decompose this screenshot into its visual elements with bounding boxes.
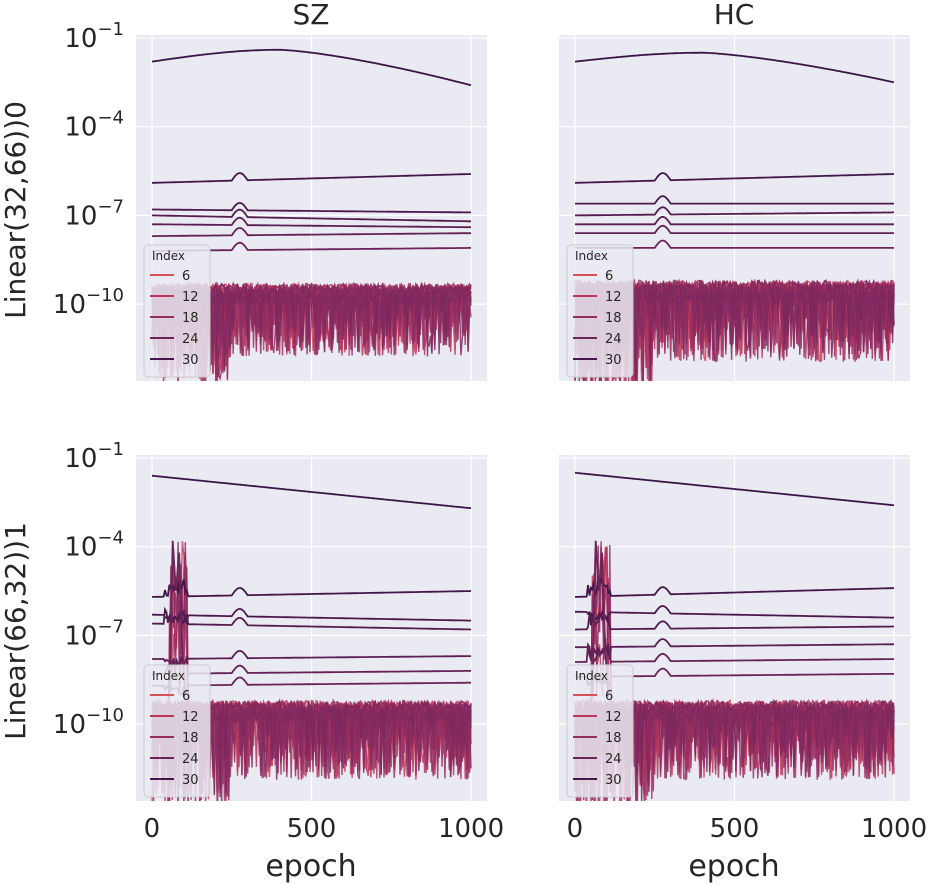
series-line-stable: [574, 172, 894, 184]
series-line-stable: [151, 474, 472, 510]
x-tick-label: 1000: [861, 814, 927, 844]
series-line-stable: [152, 579, 472, 598]
legend: Index 6 12 18 24 30: [566, 664, 634, 798]
panel-1-1: Index 6 12 18 24 30: [559, 455, 910, 801]
legend-label: 24: [605, 332, 622, 347]
y-tick-label: 10−7: [64, 196, 124, 231]
series-line-stable: [151, 48, 472, 87]
y-tick-label: 10−1: [64, 19, 124, 54]
legend-label: 12: [182, 710, 199, 725]
legend-label: 6: [605, 269, 613, 284]
series-line-stable: [574, 51, 895, 84]
series-line-stable: [575, 224, 894, 234]
y-tick-label: 10−4: [64, 528, 124, 563]
row-label-linear-32-66: Linear(32,66))0: [0, 101, 32, 319]
series-line-stable: [151, 172, 471, 184]
legend-label: 18: [182, 731, 199, 746]
series-line-stable: [152, 208, 471, 223]
series-line-stable: [574, 605, 894, 624]
legend-title: Index: [575, 669, 608, 683]
x-tick-label: 500: [287, 814, 337, 844]
series-line-stable: [575, 576, 894, 598]
legend-label: 12: [605, 290, 622, 305]
panel-0-1: Index 6 12 18 24 30: [559, 35, 910, 381]
series-line-stable: [575, 612, 894, 631]
y-tick-label: 10−4: [64, 108, 124, 143]
row-label-linear-66-32: Linear(66,32))1: [0, 522, 32, 740]
legend-label: 30: [605, 353, 622, 368]
legend-label: 24: [605, 752, 622, 767]
series-line-stable: [575, 216, 894, 226]
series-line-stable: [575, 642, 894, 664]
y-tick-label: 10−7: [64, 616, 124, 651]
legend-label: 24: [182, 332, 199, 347]
panel-1-0: Index 6 12 18 24 30: [136, 455, 487, 801]
legend: Index 6 12 18 24 30: [143, 244, 211, 378]
legend-title: Index: [152, 249, 185, 263]
early-spike-line: [591, 540, 610, 698]
legend-box: [143, 244, 211, 378]
legend-box: [566, 664, 634, 798]
legend-box: [566, 244, 634, 378]
legend-label: 12: [182, 290, 199, 305]
y-tick-label: 10−1: [64, 439, 124, 474]
series-line-stable: [574, 471, 895, 507]
legend-title: Index: [152, 669, 185, 683]
legend-label: 6: [605, 689, 613, 704]
x-axis-label-hc: epoch: [688, 849, 779, 884]
legend-label: 6: [182, 269, 190, 284]
col-title-sz: SZ: [293, 0, 330, 31]
legend-label: 18: [605, 311, 622, 326]
legend: Index 6 12 18 24 30: [566, 244, 634, 378]
series-line-stable: [152, 608, 471, 627]
legend-label: 12: [605, 710, 622, 725]
legend-title: Index: [575, 249, 608, 263]
y-tick-label: 10−10: [53, 285, 124, 320]
panels-layer: Index61218243010−110−410−710−10Index6121…: [53, 19, 927, 844]
x-axis-label-sz: epoch: [265, 849, 356, 884]
x-tick-label: 0: [567, 814, 584, 844]
legend-label: 6: [182, 689, 190, 704]
series-line-stable: [152, 202, 471, 214]
series-line-stable: [152, 227, 472, 237]
early-spike-line: [168, 540, 187, 698]
legend-label: 24: [182, 752, 199, 767]
legend-label: 30: [182, 773, 199, 788]
series-line-stable: [575, 206, 894, 217]
series-line-stable: [152, 216, 471, 229]
x-tick-label: 0: [144, 814, 161, 844]
legend-label: 18: [182, 311, 199, 326]
legend-label: 18: [605, 731, 622, 746]
series-line-stable: [151, 650, 471, 669]
legend-box: [143, 664, 211, 798]
series-line-stable: [575, 638, 894, 659]
panel-0-0: Index 6 12 18 24 30: [136, 35, 487, 381]
y-tick-label: 10−10: [53, 705, 124, 740]
series-line-stable: [152, 606, 471, 631]
x-tick-label: 1000: [438, 814, 504, 844]
legend-label: 30: [182, 353, 199, 368]
x-tick-label: 500: [710, 814, 760, 844]
legend: Index 6 12 18 24 30: [143, 664, 211, 798]
col-title-hc: HC: [714, 0, 755, 31]
series-line-stable: [575, 195, 894, 205]
legend-label: 30: [605, 773, 622, 788]
